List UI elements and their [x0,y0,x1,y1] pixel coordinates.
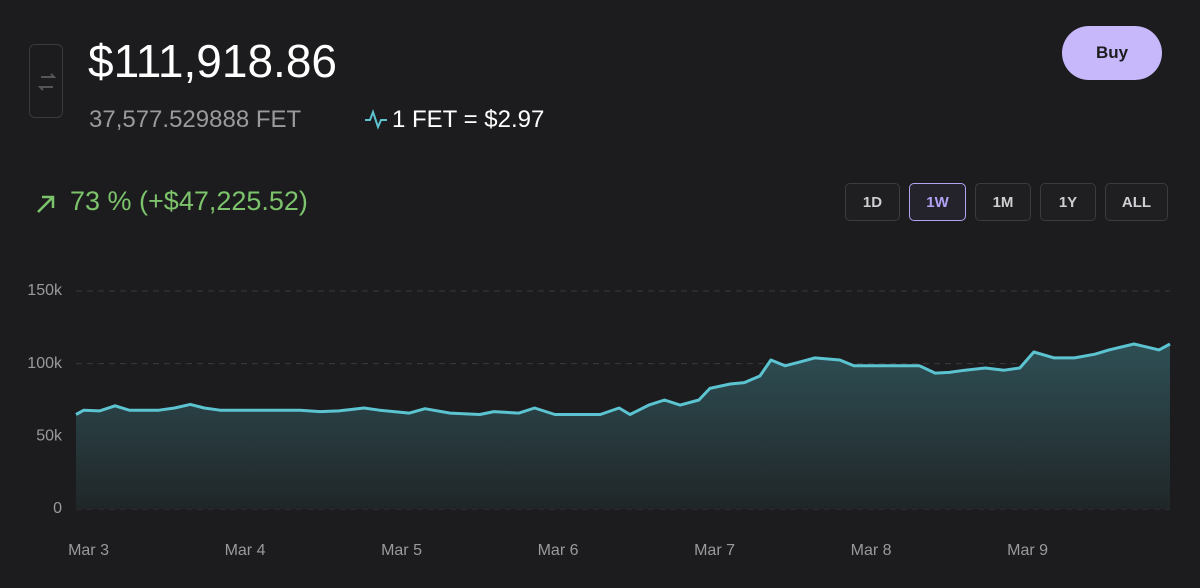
price: $111,918.86 [88,35,337,87]
period-button[interactable]: 1M [975,183,1031,221]
x-tick-label: Mar 3 [68,542,109,559]
line [75,342,1171,416]
change: 73 % (+$47,225.52) [70,186,308,216]
buy-button[interactable]: Buy [1062,26,1162,80]
up-arrow-icon [37,195,55,213]
period-button[interactable]: ALL [1105,183,1168,221]
x-tick-label: Mar 9 [1007,542,1048,559]
pulse-icon [365,109,387,130]
x-tick-label: Mar 5 [381,542,422,559]
y-tick-label: 150k [27,282,63,299]
y-tick-label: 100k [27,355,63,372]
rate: 1 FET = $2.97 [392,106,545,133]
y-tick-label: 50k [36,428,63,445]
balance: 37,577.529888 FET [89,106,302,133]
swap-icon [37,73,57,91]
x-tick-label: Mar 8 [851,542,892,559]
x-tick-label: Mar 6 [538,542,579,559]
y-tick-label: 0 [53,500,62,517]
x-tick-label: Mar 4 [225,542,266,559]
x-tick-label: Mar 7 [694,542,735,559]
period-button[interactable]: 1D [845,183,900,221]
period-button[interactable]: 1Y [1040,183,1096,221]
period-button[interactable]: 1W [909,183,966,221]
area [76,344,1170,509]
swap-button[interactable] [29,44,63,118]
